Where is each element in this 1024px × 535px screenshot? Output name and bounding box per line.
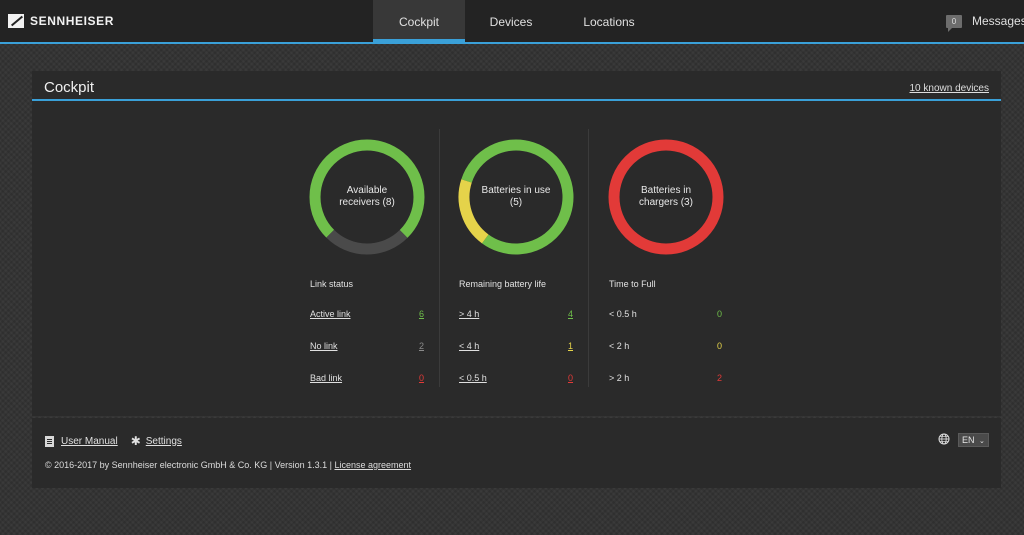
- language-value: EN: [962, 435, 975, 445]
- active-link-label[interactable]: Active link: [310, 309, 351, 319]
- ring-label: Available receivers (8): [339, 185, 395, 208]
- full-under-2h-label: < 2 h: [609, 341, 630, 351]
- known-devices-link[interactable]: 10 known devices: [909, 83, 990, 94]
- globe-icon: [938, 433, 950, 445]
- brand-logo[interactable]: SENNHEISER: [8, 14, 114, 28]
- gear-icon: ✱: [130, 434, 141, 448]
- battery-under-half-h-count[interactable]: 0: [567, 373, 573, 383]
- section-title: Link status: [310, 279, 354, 289]
- batteries-in-chargers-ring[interactable]: Batteries in chargers (3): [606, 137, 726, 257]
- full-under-half-h-label: < 0.5 h: [609, 309, 637, 319]
- column-divider: [588, 129, 589, 387]
- batteries-in-use-donut: [458, 139, 574, 255]
- license-agreement-link[interactable]: License agreement: [334, 460, 412, 470]
- column-divider: [439, 129, 440, 387]
- batteries-in-use-ring[interactable]: Batteries in use (5): [456, 137, 576, 257]
- tab-cockpit[interactable]: Cockpit: [373, 0, 465, 42]
- chat-bubble-icon: 0: [946, 14, 962, 32]
- document-icon: [45, 435, 54, 447]
- battery-under-4h-count[interactable]: 1: [567, 341, 573, 351]
- ring-segment-0: [608, 139, 724, 255]
- bad-link-count[interactable]: 0: [418, 373, 424, 383]
- battery-over-4h-label[interactable]: > 4 h: [459, 309, 480, 319]
- no-link-label[interactable]: No link: [310, 341, 338, 351]
- battery-under-half-h-label[interactable]: < 0.5 h: [459, 373, 487, 383]
- receivers-donut: [309, 139, 425, 255]
- full-under-half-h-count: 0: [716, 309, 722, 319]
- language-select[interactable]: EN ⌄: [958, 433, 989, 447]
- ring-segment-1: [458, 139, 574, 255]
- brand-name: SENNHEISER: [30, 14, 115, 28]
- full-under-2h-count: 0: [716, 341, 722, 351]
- settings-link[interactable]: Settings: [145, 435, 182, 447]
- full-over-2h-label: > 2 h: [609, 373, 630, 383]
- copyright: © 2016-2017 by Sennheiser electronic Gmb…: [45, 460, 411, 470]
- section-title: Remaining battery life: [459, 279, 547, 289]
- battery-over-4h-count[interactable]: 4: [567, 309, 573, 319]
- main-nav: Cockpit Devices Locations: [373, 0, 661, 42]
- user-manual-link[interactable]: User Manual: [61, 435, 118, 447]
- footer: User Manual ✱ Settings © 2016-2017 by Se…: [32, 418, 1001, 488]
- chevron-down-icon: ⌄: [979, 438, 985, 445]
- battery-under-4h-label[interactable]: < 4 h: [459, 341, 480, 351]
- tab-locations[interactable]: Locations: [583, 15, 635, 29]
- receivers-ring[interactable]: Available receivers (8): [307, 137, 427, 257]
- ring-label: Batteries in use (5): [481, 185, 551, 208]
- sennheiser-logo-icon: [8, 14, 24, 28]
- footer-links: User Manual ✱ Settings: [45, 434, 182, 448]
- section-title: Time to Full: [609, 279, 656, 289]
- bad-link-label[interactable]: Bad link: [310, 373, 343, 383]
- tab-devices[interactable]: Devices: [489, 15, 533, 29]
- copyright-text: © 2016-2017 by Sennheiser electronic Gmb…: [45, 460, 332, 470]
- messages-button[interactable]: 0 Messages: [946, 14, 1024, 32]
- messages-label: Messages: [972, 14, 1024, 28]
- cockpit-panel: Cockpit 10 known devices Available recei…: [32, 71, 1001, 416]
- active-link-count[interactable]: 6: [418, 309, 424, 319]
- no-link-count[interactable]: 2: [418, 341, 424, 351]
- full-over-2h-count: 2: [716, 373, 722, 383]
- ring-segment-0: [309, 139, 425, 255]
- ring-label: Batteries in chargers (3): [639, 185, 693, 208]
- top-bar: SENNHEISER Cockpit Devices Locations 0 M…: [0, 0, 1024, 44]
- page-title: Cockpit: [44, 79, 95, 96]
- panel-header: Cockpit 10 known devices: [32, 71, 1001, 101]
- batteries-in-chargers-donut: [608, 139, 724, 255]
